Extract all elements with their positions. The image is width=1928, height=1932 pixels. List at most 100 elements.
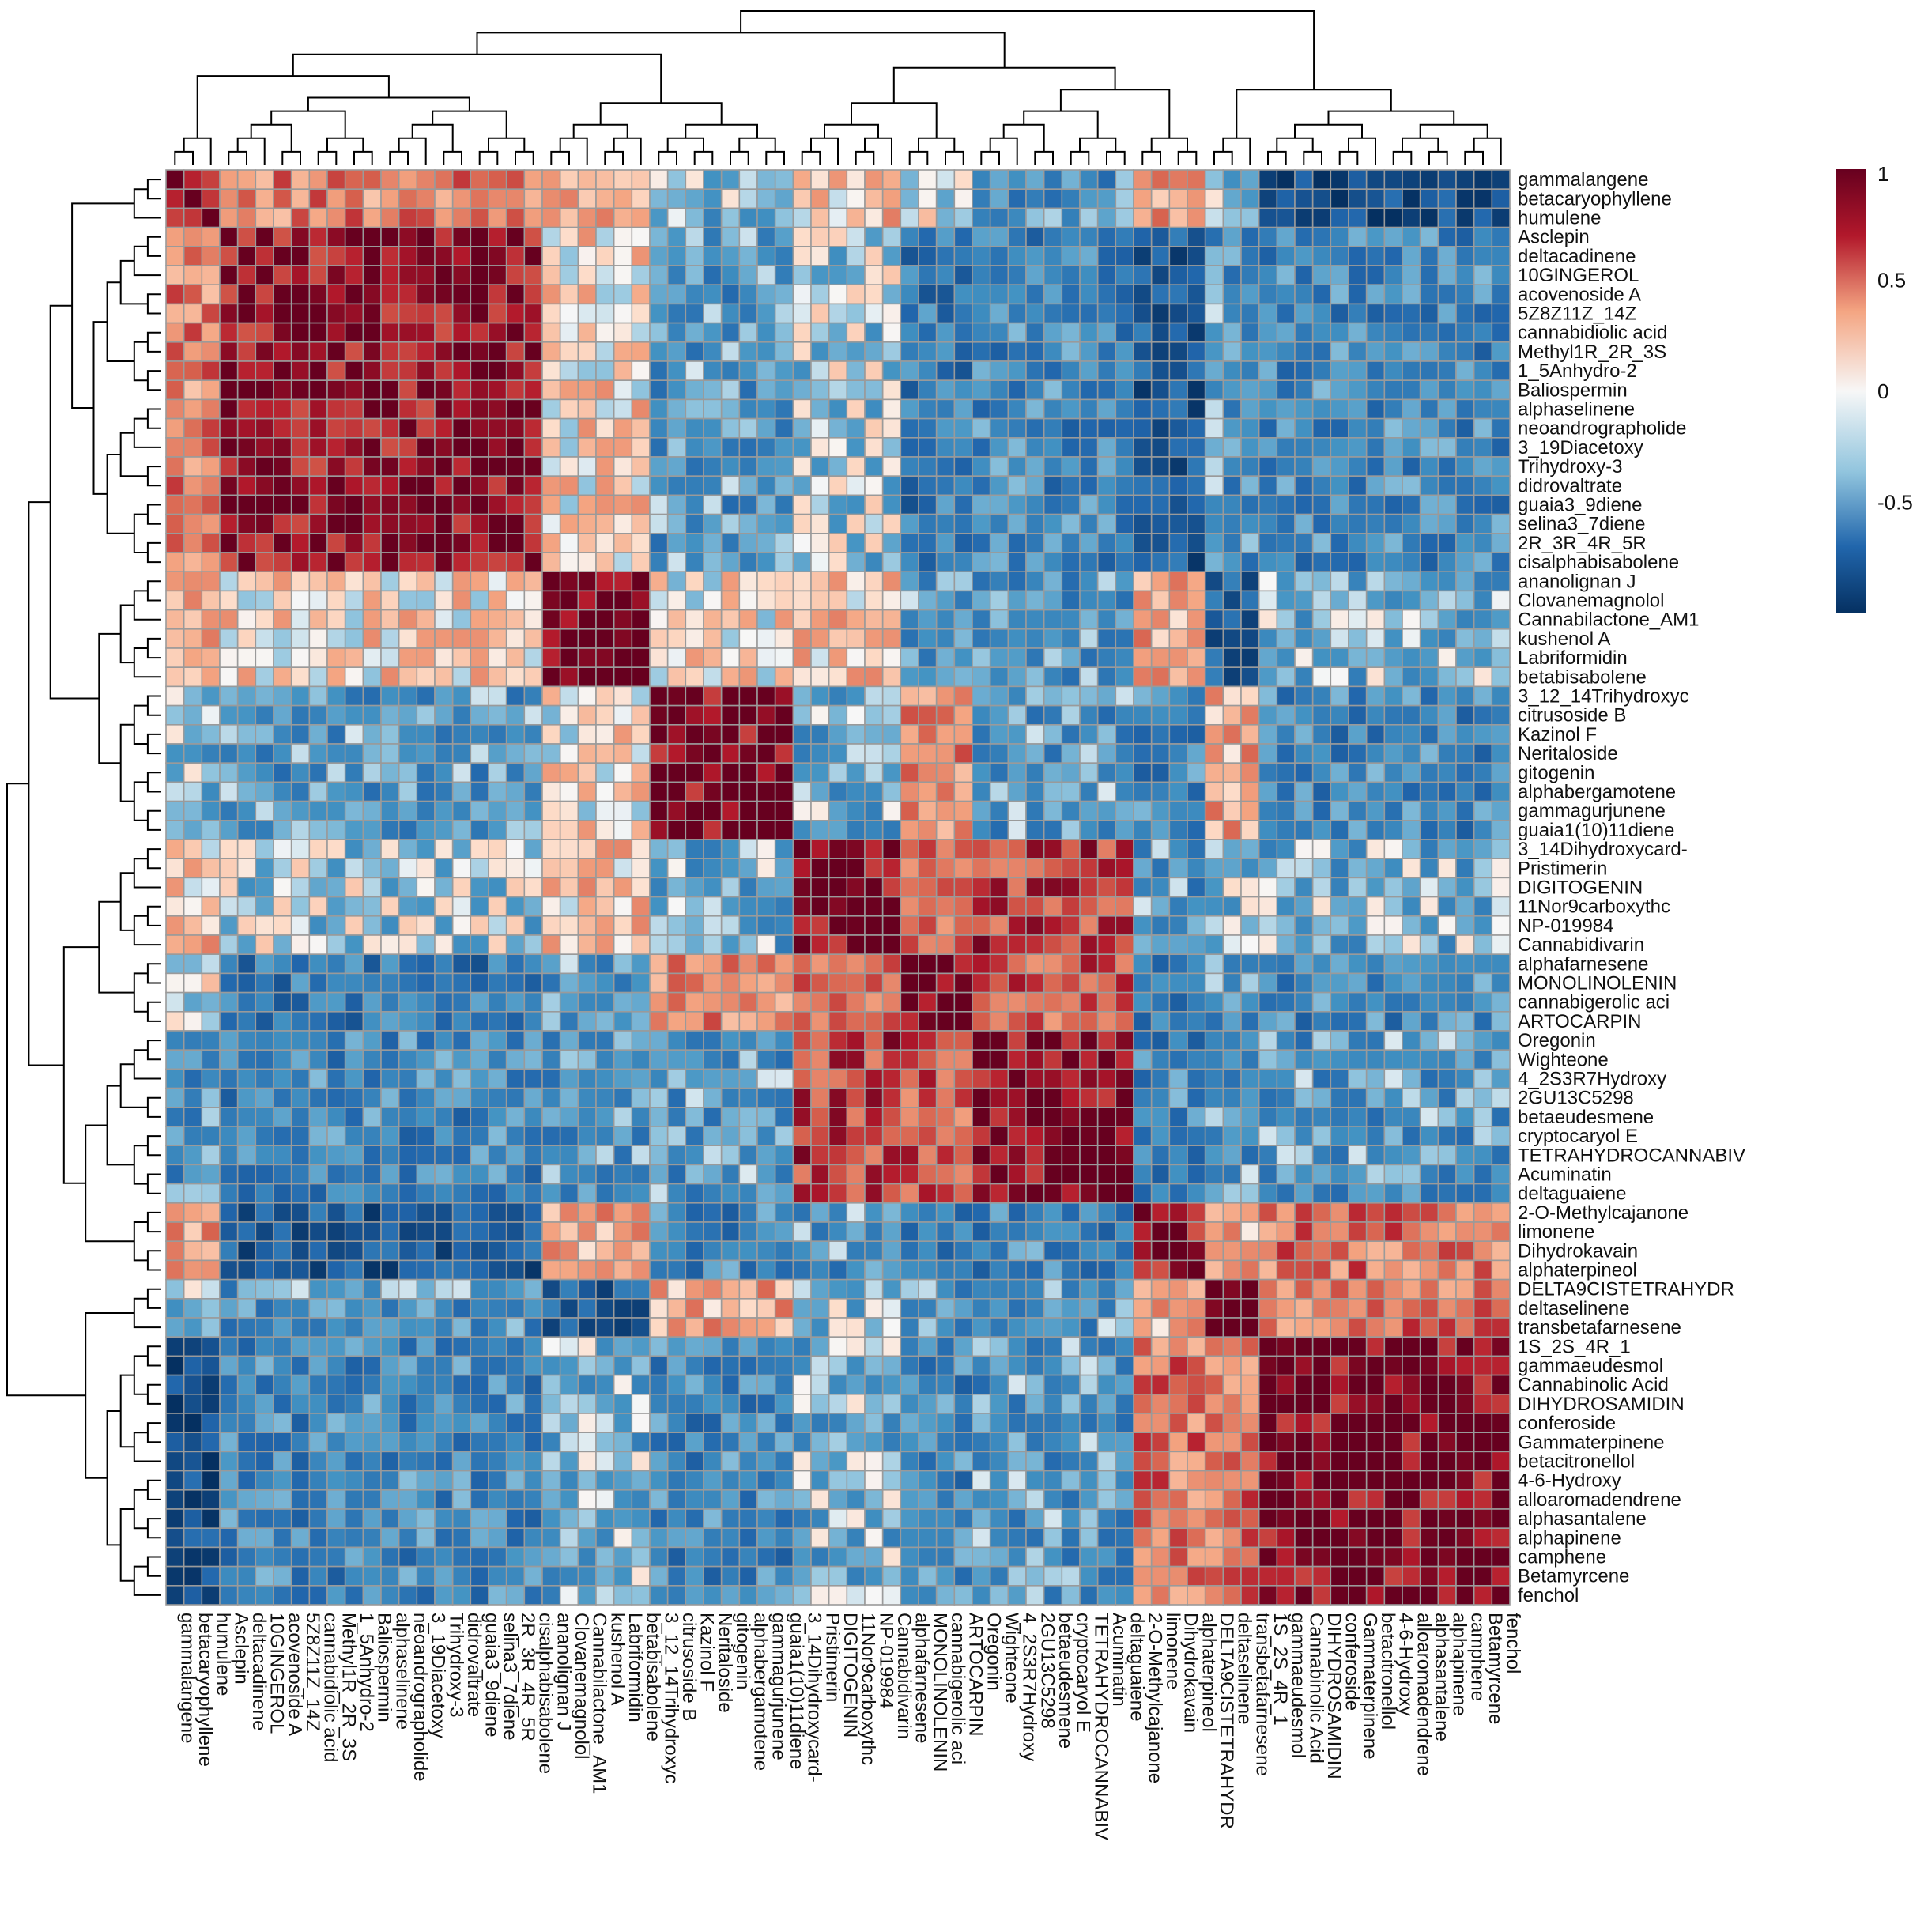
heatmap-cell: [1133, 858, 1153, 879]
heatmap-cell: [720, 1355, 741, 1376]
heatmap-cell: [344, 571, 364, 592]
heatmap-cell: [595, 839, 615, 860]
heatmap-cell: [201, 284, 221, 305]
heatmap-cell: [416, 571, 436, 592]
heatmap-cell: [219, 1336, 239, 1357]
heatmap-cell: [1133, 494, 1153, 515]
heatmap-cell: [1294, 1413, 1314, 1434]
heatmap-cell: [434, 1202, 454, 1223]
heatmap-cell: [1294, 934, 1314, 956]
heatmap-cell: [1222, 1221, 1242, 1243]
heatmap-cell: [236, 1374, 257, 1395]
heatmap-cell: [434, 839, 454, 860]
heatmap-cell: [1240, 1107, 1260, 1127]
heatmap-cell: [165, 685, 185, 707]
heatmap-cell: [559, 169, 579, 191]
heatmap-cell: [577, 1183, 597, 1204]
heatmap-cell: [488, 972, 507, 994]
heatmap-cell: [1383, 303, 1403, 324]
heatmap-cell: [774, 1183, 794, 1204]
heatmap-cell: [935, 398, 956, 420]
heatmap-cell: [685, 379, 704, 401]
heatmap-cell: [183, 1432, 203, 1453]
heatmap-cell: [470, 456, 489, 477]
heatmap-cell: [165, 1374, 185, 1395]
heatmap-cell: [1258, 188, 1278, 209]
heatmap-cell: [864, 800, 884, 821]
heatmap-cell: [1043, 322, 1063, 343]
heatmap-cell: [434, 1049, 454, 1070]
heatmap-cell: [488, 609, 507, 630]
heatmap-cell: [523, 685, 543, 707]
heatmap-cell: [738, 341, 758, 362]
heatmap-cell: [255, 953, 274, 975]
heatmap-cell: [1079, 858, 1099, 879]
heatmap-cell: [380, 628, 400, 649]
heatmap-cell: [631, 1394, 651, 1414]
heatmap-cell: [577, 341, 597, 362]
heatmap-cell: [1258, 628, 1278, 649]
heatmap-cell: [828, 1336, 848, 1357]
heatmap-cell: [1133, 552, 1153, 573]
heatmap-cell: [685, 456, 704, 477]
heatmap-cell: [559, 1317, 579, 1338]
heatmap-cell: [344, 322, 364, 343]
heatmap-cell: [1419, 704, 1439, 726]
heatmap-cell: [1240, 1221, 1260, 1243]
heatmap-cell: [1294, 417, 1314, 439]
heatmap-cell: [1473, 820, 1493, 840]
heatmap-cell: [1043, 972, 1063, 994]
heatmap-cell: [1043, 188, 1063, 209]
heatmap-cell: [613, 1298, 633, 1319]
heatmap-cell: [846, 628, 866, 649]
heatmap-cell: [201, 609, 221, 630]
heatmap-cell: [1437, 265, 1457, 286]
heatmap-cell: [881, 704, 902, 726]
heatmap-cell: [1437, 398, 1457, 420]
heatmap-cell: [810, 1164, 830, 1185]
heatmap-cell: [1096, 1336, 1117, 1357]
heatmap-cell: [703, 762, 723, 783]
heatmap-cell: [451, 207, 472, 228]
heatmap-cell: [1187, 953, 1206, 975]
heatmap-cell: [1115, 1240, 1134, 1262]
heatmap-cell: [290, 571, 311, 592]
heatmap-cell: [1222, 1183, 1242, 1204]
heatmap-cell: [1096, 1355, 1117, 1376]
heatmap-cell: [308, 685, 328, 707]
heatmap-cell: [918, 1030, 938, 1051]
heatmap-cell: [1276, 858, 1296, 879]
heatmap-cell: [900, 800, 919, 821]
heatmap-cell: [1473, 169, 1493, 191]
heatmap-cell: [1473, 915, 1493, 936]
heatmap-cell: [451, 685, 472, 707]
heatmap-cell: [577, 1068, 597, 1089]
heatmap-cell: [1007, 1259, 1027, 1281]
heatmap-cell: [613, 265, 633, 286]
heatmap-cell: [738, 1068, 758, 1089]
heatmap-cell: [1455, 781, 1475, 802]
heatmap-cell: [828, 1126, 848, 1147]
heatmap-cell: [577, 781, 597, 802]
heatmap-cell: [344, 532, 364, 553]
heatmap-cell: [1025, 1030, 1045, 1051]
heatmap-cell: [1473, 1068, 1493, 1089]
heatmap-cell: [201, 1221, 221, 1243]
heatmap-cell: [290, 1183, 311, 1204]
heatmap-cell: [1168, 245, 1188, 266]
heatmap-cell: [881, 1202, 902, 1223]
heatmap-cell: [1258, 915, 1278, 936]
heatmap-cell: [595, 284, 615, 305]
heatmap-cell: [1311, 666, 1332, 688]
heatmap-cell: [1491, 284, 1511, 305]
heatmap-cell: [953, 303, 973, 324]
heatmap-cell: [1383, 1068, 1403, 1089]
heatmap-cell: [1455, 303, 1475, 324]
heatmap-cell: [577, 379, 597, 401]
heatmap-cell: [613, 1355, 633, 1376]
heatmap-cell: [290, 1413, 311, 1434]
heatmap-cell: [380, 800, 400, 821]
heatmap-cell: [1383, 953, 1403, 975]
heatmap-cell: [1096, 1374, 1117, 1395]
heatmap-cell: [1240, 571, 1260, 592]
